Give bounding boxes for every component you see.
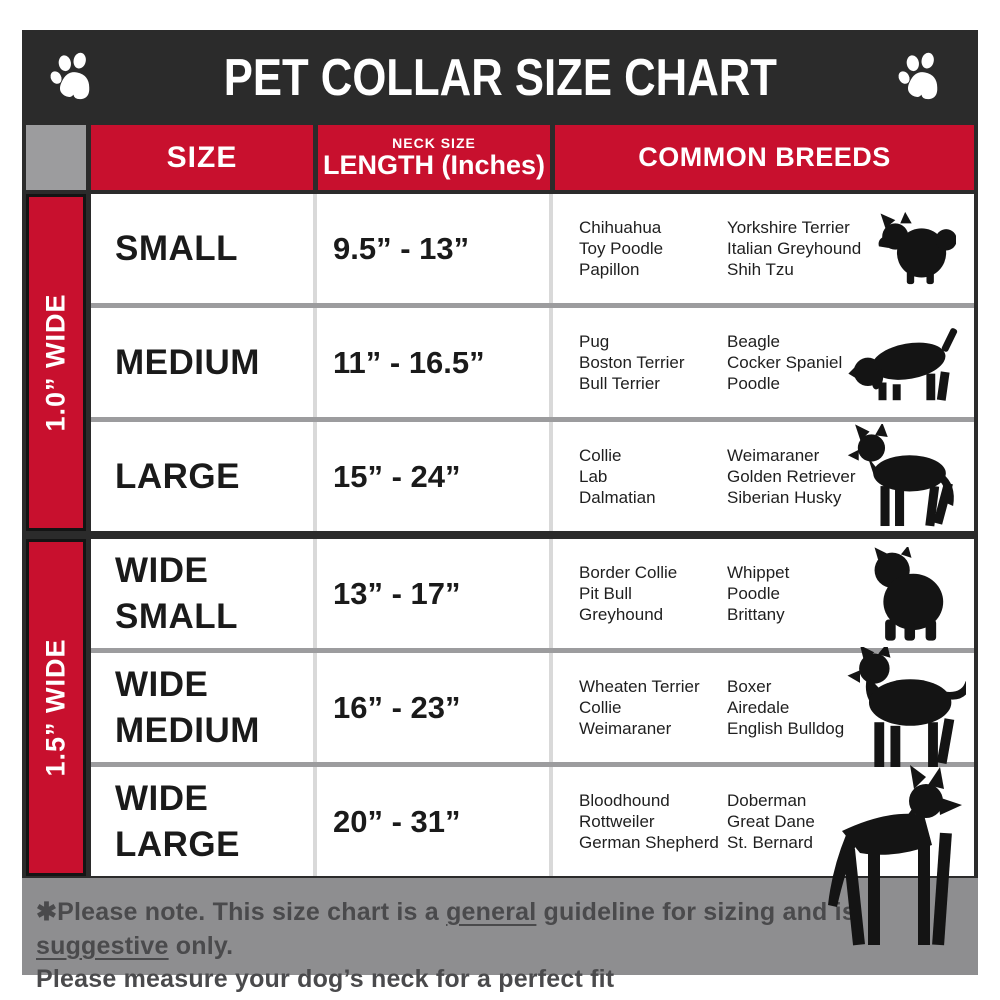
length-cell: 13” - 17” xyxy=(317,539,549,648)
breed-list: Weimaraner Golden Retriever Siberian Hus… xyxy=(727,445,856,508)
section-1-5-wide: WIDE SMALL 13” - 17” Border Collie Pit B… xyxy=(91,539,974,946)
breed-list: Collie Lab Dalmatian xyxy=(579,445,656,508)
table-row-medium: MEDIUM 11” - 16.5” Pug Boston Terrier Bu… xyxy=(91,308,974,417)
title-bar: PET COLLAR SIZE CHART xyxy=(22,30,978,125)
breed-list: Yorkshire Terrier Italian Greyhound Shih… xyxy=(727,217,862,280)
column-header-breeds: COMMON BREEDS xyxy=(555,125,974,190)
width-band-label: 1.5” WIDE xyxy=(40,638,71,777)
breed-list: Doberman Great Dane St. Bernard xyxy=(727,790,815,853)
breed-list: Boxer Airedale English Bulldog xyxy=(727,676,845,739)
length-cell: 20” - 31” xyxy=(317,767,549,876)
breed-list: Chihuahua Toy Poodle Papillon xyxy=(579,217,664,280)
column-header-size: SIZE xyxy=(91,125,313,190)
footer-note-line1: ✱Please note. This size chart is a gener… xyxy=(36,896,962,963)
length-cell: 15” - 24” xyxy=(317,422,549,531)
table-main: SIZE NECK SIZE LENGTH (Inches) COMMON BR… xyxy=(91,125,974,946)
table-row-wide-medium: WIDE MEDIUM 16” - 23” Wheaten Terrier Co… xyxy=(91,647,974,767)
breeds-cell: Chihuahua Toy Poodle Papillon Yorkshire … xyxy=(553,194,974,303)
breed-list: Border Collie Pit Bull Greyhound xyxy=(579,562,678,625)
size-chart-table: 1.0” WIDE 1.5” WIDE SIZE NECK SIZE LENGT… xyxy=(26,125,974,946)
breed-list: Beagle Cocker Spaniel Poodle xyxy=(727,331,843,394)
size-cell: SMALL xyxy=(91,194,313,303)
footer-note-line2: Please measure your dog’s neck for a per… xyxy=(36,965,615,993)
table-row-small: SMALL 9.5” - 13” Chihuahua Toy Poodle Pa… xyxy=(91,194,974,303)
note-text: guideline for sizing and is xyxy=(536,898,856,926)
breeds-header-label: COMMON BREEDS xyxy=(638,142,891,172)
footer-note: ✱Please note. This size chart is a gener… xyxy=(22,878,978,993)
length-cell: 11” - 16.5” xyxy=(317,308,549,417)
table-row-wide-small: WIDE SMALL 13” - 17” Border Collie Pit B… xyxy=(91,539,974,648)
paw-print-icon xyxy=(50,52,90,99)
neck-size-label: NECK SIZE xyxy=(392,134,476,151)
size-header-label: SIZE xyxy=(166,140,238,174)
breeds-cell: Wheaten Terrier Collie Weimaraner Boxer … xyxy=(553,647,974,767)
size-cell: WIDE LARGE xyxy=(91,767,313,876)
table-row-wide-large: WIDE LARGE 20” - 31” Bloodhound Rottweil… xyxy=(91,765,974,946)
width-band-label: 1.0” WIDE xyxy=(40,293,71,432)
breeds-cell: Bloodhound Rottweiler German Shepherd Do… xyxy=(553,765,974,946)
section-1-0-wide: SMALL 9.5” - 13” Chihuahua Toy Poodle Pa… xyxy=(91,194,974,531)
width-rail: 1.0” WIDE 1.5” WIDE xyxy=(26,125,86,876)
breed-list: Pug Boston Terrier Bull Terrier xyxy=(579,331,685,394)
size-cell: WIDE MEDIUM xyxy=(91,653,313,762)
size-cell: LARGE xyxy=(91,422,313,531)
breeds-cell: Border Collie Pit Bull Greyhound Whippet… xyxy=(553,539,974,648)
paw-print-icon xyxy=(898,52,938,99)
breed-list: Bloodhound Rottweiler German Shepherd xyxy=(579,790,719,853)
shepherd-dog-icon xyxy=(846,424,964,530)
breeds-cell: Pug Boston Terrier Bull Terrier Beagle C… xyxy=(553,308,974,417)
asterisk-icon: ✱ xyxy=(36,898,58,926)
chart-panel: PET COLLAR SIZE CHART 1.0” WIDE xyxy=(22,30,978,993)
note-underlined-word: suggestive xyxy=(36,931,169,960)
beagle-dog-icon xyxy=(848,324,964,402)
width-band-1-5: 1.5” WIDE xyxy=(26,539,86,876)
bulldog-dog-icon xyxy=(864,547,952,641)
size-cell: MEDIUM xyxy=(91,308,313,417)
pitbull-dog-icon xyxy=(840,647,966,767)
table-row-large: LARGE 15” - 24” Collie Lab Dalmatian Wei… xyxy=(91,422,974,531)
doberman-dog-icon xyxy=(818,765,968,961)
size-cell: WIDE SMALL xyxy=(91,539,313,648)
breed-list: Wheaten Terrier Collie Weimaraner xyxy=(579,676,700,739)
column-header-length: NECK SIZE LENGTH (Inches) xyxy=(318,125,550,190)
note-underlined-word: general xyxy=(446,898,537,926)
table-corner-spacer xyxy=(26,125,86,190)
breeds-cell: Collie Lab Dalmatian Weimaraner Golden R… xyxy=(553,422,974,531)
table-header-row: SIZE NECK SIZE LENGTH (Inches) COMMON BR… xyxy=(91,125,974,190)
breed-list: Whippet Poodle Brittany xyxy=(727,562,790,625)
length-header-label: LENGTH (Inches) xyxy=(322,150,545,181)
note-text: only. xyxy=(168,931,234,960)
length-cell: 9.5” - 13” xyxy=(317,194,549,303)
small-fluffy-dog-icon xyxy=(874,210,956,286)
page-title: PET COLLAR SIZE CHART xyxy=(223,48,777,107)
note-text: Please note. This size chart is a xyxy=(57,898,447,926)
width-band-1-0: 1.0” WIDE xyxy=(26,194,86,531)
length-cell: 16” - 23” xyxy=(317,653,549,762)
